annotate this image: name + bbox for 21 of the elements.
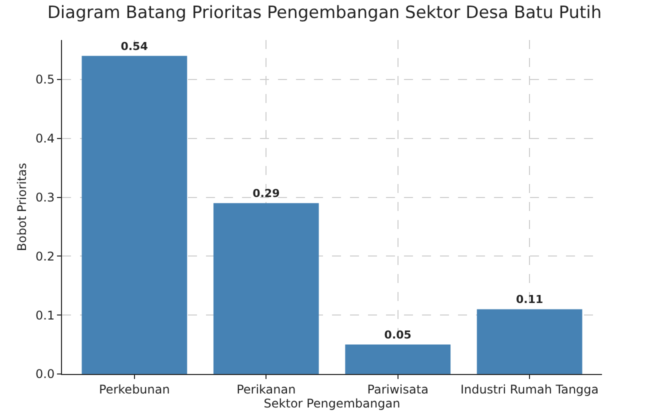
- bar: [345, 344, 451, 374]
- y-tick-label: 0.4: [36, 132, 55, 146]
- chart-title: Diagram Batang Prioritas Pengembangan Sektor Desa Batu Putih: [47, 3, 602, 24]
- y-tick-label: 0.2: [36, 249, 55, 264]
- bar: [476, 309, 582, 374]
- data-label: 0.29: [252, 187, 280, 200]
- bar: [82, 56, 188, 374]
- y-tick-label: 0.5: [36, 72, 55, 87]
- data-label: 0.54: [120, 40, 148, 53]
- y-tick-label: 0.0: [36, 367, 55, 382]
- data-label: 0.11: [516, 293, 544, 306]
- y-tick-label: 0.1: [36, 308, 55, 322]
- y-tick-label: 0.3: [36, 190, 55, 204]
- data-label: 0.05: [384, 328, 412, 342]
- x-axis-title: Sektor Pengembangan: [264, 396, 400, 410]
- x-tick-label: Pariwisata: [367, 382, 428, 396]
- x-tick-label: Perkebunan: [99, 382, 170, 396]
- x-tick-label: Industri Rumah Tangga: [460, 382, 599, 396]
- x-tick-label: Perikanan: [236, 382, 296, 396]
- bar: [213, 203, 319, 374]
- y-axis-title: Bobot Prioritas: [14, 162, 29, 252]
